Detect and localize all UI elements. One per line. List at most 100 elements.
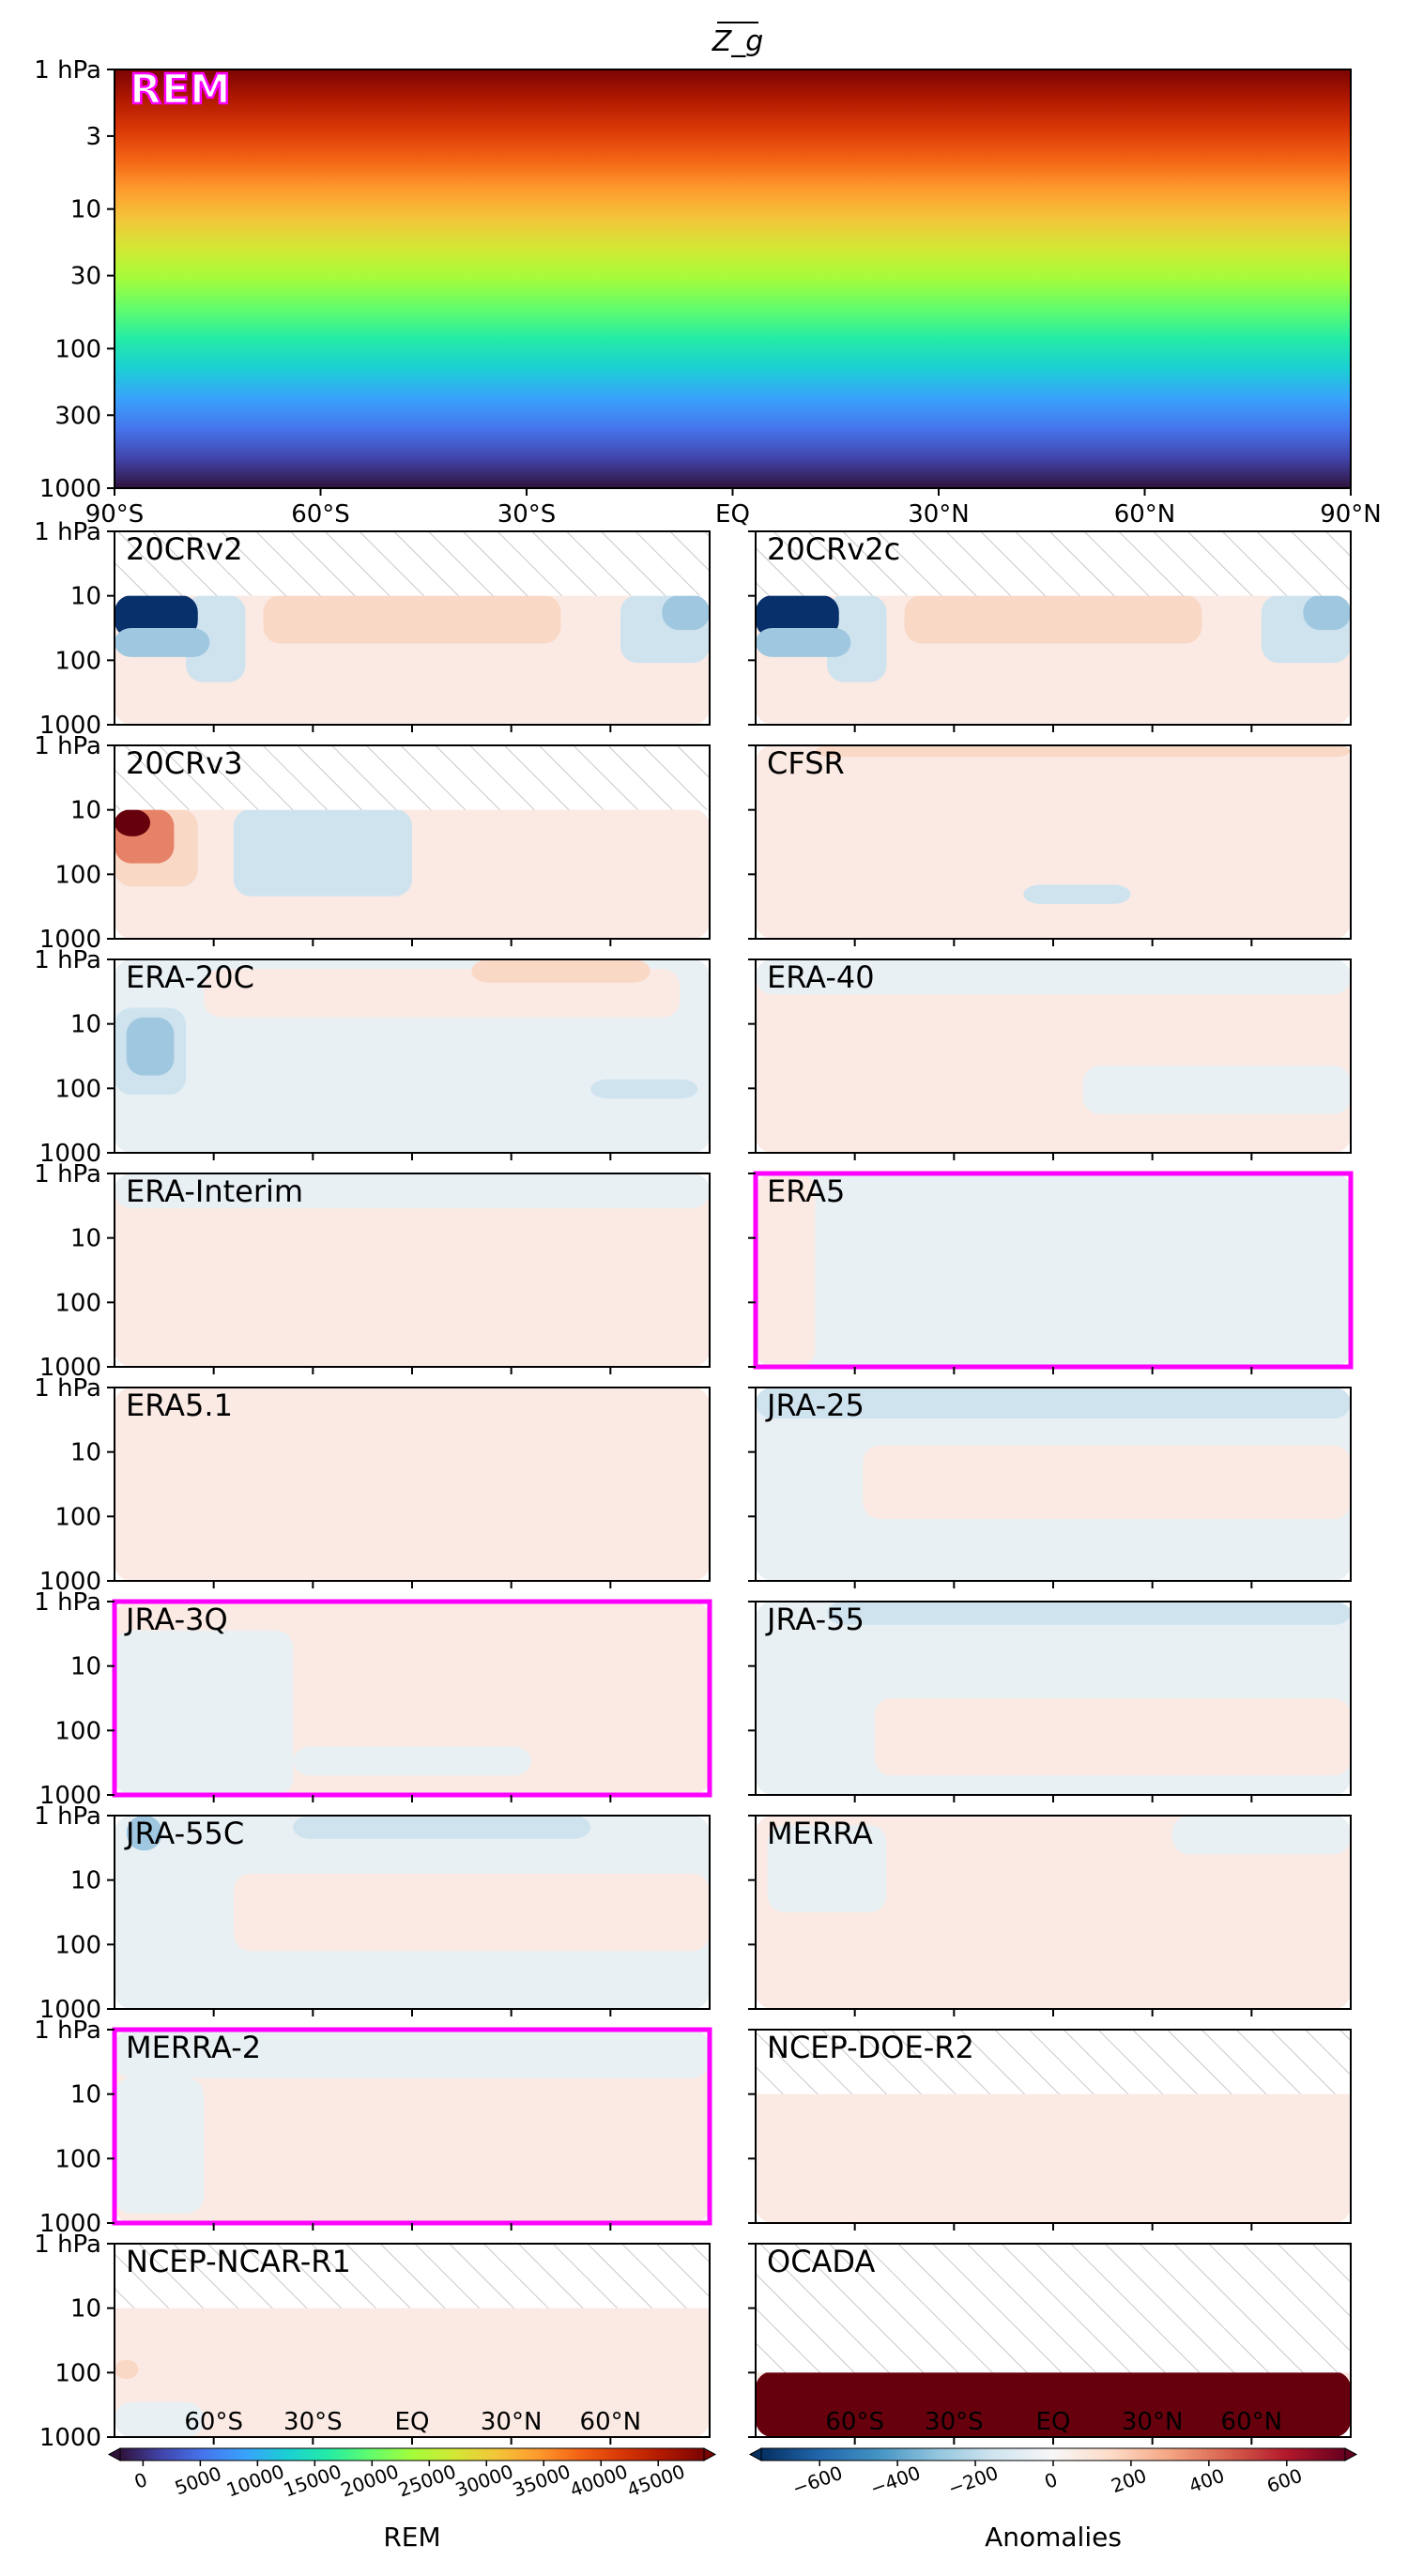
y-tick-label: 10 [70,2081,101,2109]
y-tick-label: 100 [54,861,101,889]
anomaly-region [756,1173,1351,1367]
anomaly-region [263,594,561,644]
panel-20crv2: 20CRv2 1 hPa 10 100 1000 [34,518,711,740]
x-tick-label: 90°N [1320,500,1382,529]
colorbar-lat-label: 60°S [825,2408,884,2436]
panel-label: CFSR [767,745,845,781]
y-tick-label: 1000 [39,926,101,954]
colorbar-extend-min [748,2447,762,2461]
panel-ocada: OCADA [748,2243,1352,2445]
y-tick-label: 10 [70,1225,101,1253]
colorbar-rem: 60°S 30°S EQ 30°N 60°N 0 500010000150002000025… [107,2408,717,2553]
y-tick-label: 1000 [39,1568,101,1596]
panel-jra-55c: JRA-55C 1 hPa 10 100 1000 [34,1802,711,2024]
colorbar-tick-label: 10000 [223,2460,287,2501]
panel-merra-2: MERRA-2 1 hPa 10 100 1000 [34,2016,712,2238]
anomaly-region [115,594,710,725]
colorbar-label: Anomalies [985,2522,1122,2553]
anomaly-region [115,1388,710,1581]
anomaly-region [904,594,1202,644]
panel-label: JRA-55 [765,1602,865,1637]
y-tick-label: 100 [54,1075,101,1103]
anomaly-region [756,1173,816,1367]
y-tick-label: 1 hPa [34,1802,101,1831]
anomaly-region [756,1388,1351,1418]
colorbar-tick-label: −600 [789,2461,846,2500]
anomaly-region [115,808,151,836]
y-tick-label: 100 [54,1931,101,1959]
y-tick-label: 100 [54,1289,101,1317]
x-tick-label: 30°N [908,500,970,529]
y-tick-label: 1000 [39,1782,101,1810]
colorbar-tick-label: 35000 [510,2460,574,2501]
colorbar-extend-max [1344,2447,1358,2461]
colorbar-tick-label: 600 [1263,2464,1305,2498]
anomaly-region [756,2370,1351,2437]
colorbar-lat-label: 30°N [1122,2408,1184,2436]
anomaly-region [1082,1066,1351,1114]
panel-jra-25: JRA-25 [748,1387,1352,1588]
y-tick-label: 100 [54,647,101,675]
panel-cfsr: CFSR [748,744,1352,946]
y-tick-label: 1000 [39,1140,101,1168]
anomaly-region [293,1816,591,1839]
panel-jra-3q: JRA-3Q 1 hPa 10 100 1000 [34,1588,712,1810]
colorbar-tick-label: 400 [1186,2464,1227,2498]
anomaly-region [756,628,851,657]
colorbar-tick-label: 45000 [624,2460,688,2501]
panel-label: NCEP-NCAR-R1 [126,2244,351,2279]
y-tick-label: 1 hPa [34,732,101,760]
panel-label: ERA-20C [126,959,254,995]
anomaly-region [233,1873,711,1952]
y-tick-label: 1 hPa [34,56,101,84]
panel-era-interim: ERA-Interim 1 hPa 10 100 1000 [34,1160,711,1382]
y-tick-label: 1000 [39,475,101,503]
colorbar-tick-label: 30000 [452,2460,516,2501]
missing-data-hatch [756,2244,1351,2373]
anomaly-region [815,745,1351,758]
missing-data-hatch [756,2030,1351,2094]
x-tick-label: 90°S [85,500,145,529]
rem-panel: REM 1 hPa 3 10 30 100 300 1000 90°S 60°S 30°S EQ 3… [34,56,1382,529]
y-tick-label: 30 [70,263,101,291]
anomaly-region [590,1079,698,1099]
colorbar-label: REM [383,2522,440,2553]
anomaly-region [293,1746,531,1776]
y-tick-label: 1 hPa [34,1374,101,1403]
anomaly-region [471,959,650,983]
y-tick-label: 10 [70,1867,101,1895]
panel-label: JRA-3Q [124,1602,228,1637]
colorbar-lat-label: 60°N [580,2408,642,2436]
colorbar-lat-label: 30°S [925,2408,984,2436]
colorbar-extend-min [107,2447,121,2461]
y-tick-label: 300 [54,402,101,430]
anomaly-region [186,594,246,682]
anomaly-region [756,594,839,638]
panel-ncep-ncar-r1: NCEP-NCAR-R1 1 hPa 10 100 1000 [34,2231,711,2452]
anomaly-region [115,1173,710,1367]
missing-data-hatch [115,2244,710,2308]
missing-data-hatch [115,745,710,810]
anomaly-region [1303,594,1351,631]
anomaly-region [1171,1816,1351,1855]
colorbar-anomalies: 60°S 30°S EQ 30°N 60°N −600 −400 −200 0 200 400 600… [748,2408,1358,2553]
y-tick-label: 1000 [39,1354,101,1382]
y-tick-label: 1000 [39,712,101,740]
y-tick-label: 1000 [39,2424,101,2452]
anomaly-region [756,745,1351,939]
anomaly-region [767,1825,887,1912]
x-tick-label: 60°N [1114,500,1176,529]
y-tick-label: 100 [54,2145,101,2173]
y-tick-label: 100 [54,2359,101,2387]
panel-era-20c: ERA-20C 1 hPa 10 100 1000 [34,946,711,1168]
panel-era-40: ERA-40 [748,958,1352,1160]
panel-label: 20CRv2c [767,531,900,567]
anomaly-region [126,1816,162,1851]
rem-panel-label: REM [130,66,231,114]
x-tick-label: 30°S [497,500,557,529]
y-tick-label: 10 [70,2295,101,2323]
colorbar-lat-label: EQ [395,2408,430,2436]
colorbar-tick-label: 20000 [338,2460,402,2501]
